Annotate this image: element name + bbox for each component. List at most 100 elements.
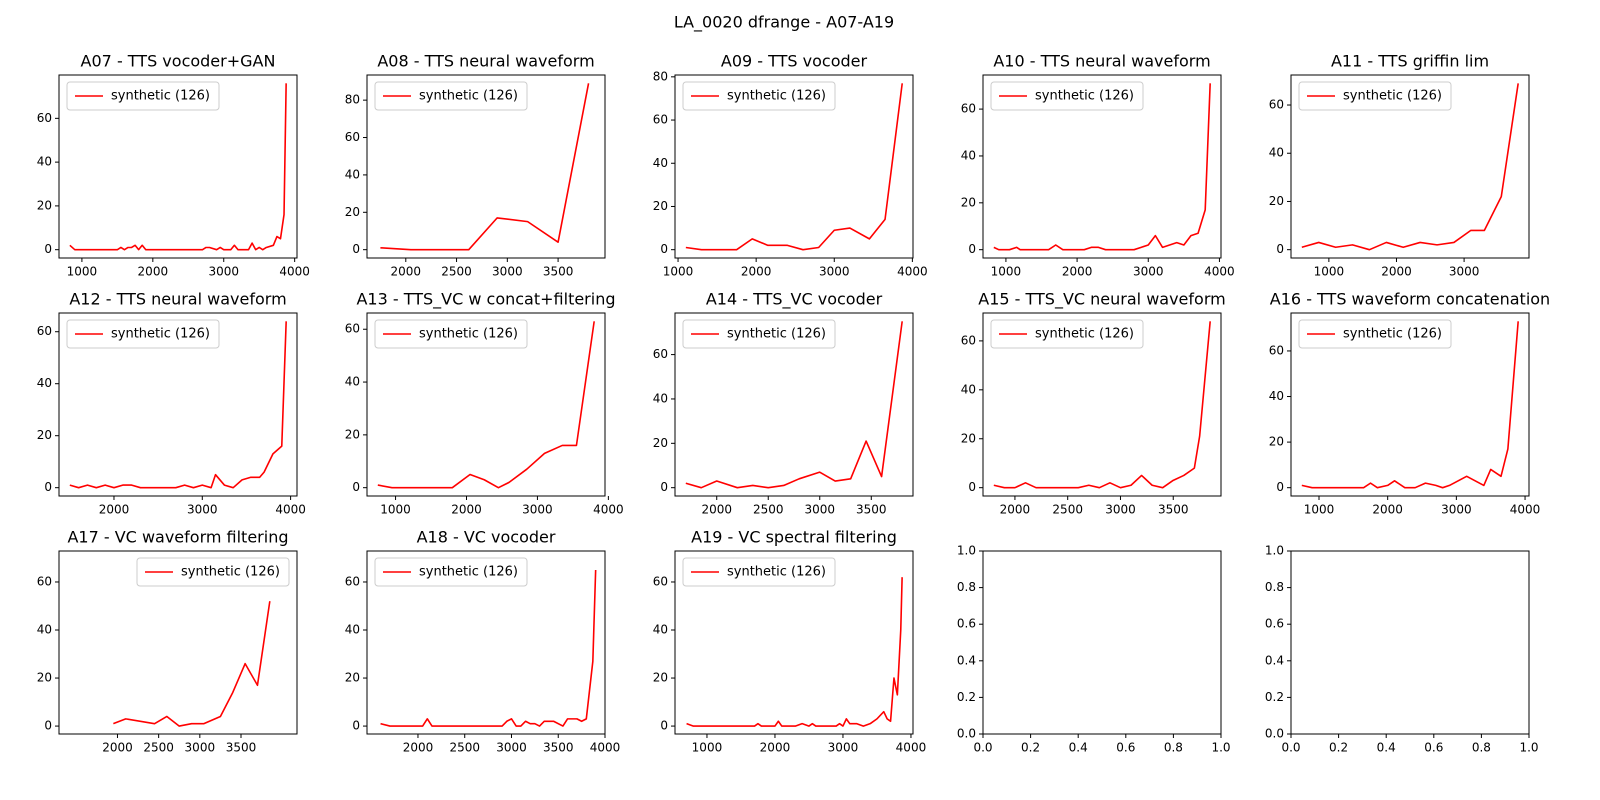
data-line (685, 83, 904, 251)
y-tick-label: 0 (352, 480, 360, 494)
subplot: A17 - VC waveform filtering 2000 2500 3000 3… (37, 528, 298, 755)
y-tick-label: 0 (1276, 480, 1284, 494)
x-tick-label: 3000 (208, 265, 239, 279)
x-tick-label: 1000 (692, 741, 723, 755)
subplot-title: A14 - TTS_VC vocoder (706, 290, 883, 310)
legend-box (682, 319, 836, 349)
y-tick-label: 60 (345, 130, 360, 144)
y-tick-label: 0 (44, 480, 52, 494)
x-tick-label: 4000 (897, 265, 928, 279)
y-tick-label: 20 (345, 671, 360, 685)
x-tick-label: 1000 (991, 265, 1022, 279)
x-tick-label: 3500 (543, 265, 574, 279)
y-tick-label: 0.6 (1265, 617, 1284, 631)
legend-box (66, 81, 220, 111)
legend-box (66, 319, 220, 349)
y-tick-label: 40 (1269, 389, 1284, 403)
x-tick-label: 2000 (701, 503, 732, 517)
x-tick-label: 4000 (279, 265, 310, 279)
x-tick-label: 0.4 (1069, 741, 1088, 755)
y-tick-label: 20 (961, 195, 976, 209)
x-tick-label: 3500 (856, 503, 887, 517)
axes-frame (58, 74, 298, 259)
legend-box (990, 319, 1144, 349)
subplot: A09 - TTS vocoder 1000 2000 3000 4000 0 20 40 60… (653, 52, 928, 279)
legend-label: synthetic (126) (727, 89, 826, 104)
x-tick-label: 2000 (1372, 503, 1403, 517)
y-tick-label: 20 (345, 427, 360, 441)
subplot-title: A15 - TTS_VC neural waveform (978, 290, 1225, 310)
x-tick-label: 1.0 (1211, 741, 1230, 755)
x-tick-label: 3000 (522, 503, 553, 517)
x-tick-label: 3000 (496, 741, 527, 755)
y-tick-label: 0 (44, 242, 52, 256)
axes-frame (58, 550, 298, 735)
y-tick-label: 60 (653, 113, 668, 127)
axes-frame (1290, 74, 1530, 259)
subplot-title: A12 - TTS neural waveform (69, 290, 286, 309)
x-tick-label: 3000 (804, 503, 835, 517)
x-tick-label: 2500 (449, 741, 480, 755)
y-tick-label: 0.8 (957, 580, 976, 594)
x-tick-label: 3000 (819, 265, 850, 279)
y-tick-label: 20 (961, 431, 976, 445)
x-tick-label: 3000 (1441, 503, 1472, 517)
legend-label: synthetic (126) (1035, 89, 1134, 104)
legend-box (374, 557, 528, 587)
legend-label: synthetic (126) (727, 565, 826, 580)
y-tick-label: 0.4 (957, 653, 976, 667)
x-tick-label: 2000 (451, 503, 482, 517)
y-tick-label: 40 (345, 167, 360, 181)
y-tick-label: 40 (653, 391, 668, 405)
y-tick-label: 60 (1269, 343, 1284, 357)
y-tick-label: 20 (37, 671, 52, 685)
legend-label: synthetic (126) (1035, 327, 1134, 342)
y-tick-label: 60 (653, 574, 668, 588)
data-line (377, 321, 595, 489)
x-tick-label: 2000 (760, 741, 791, 755)
x-tick-label: 2000 (391, 265, 422, 279)
x-tick-label: 0.8 (1472, 741, 1491, 755)
x-tick-label: 1000 (1314, 265, 1345, 279)
y-tick-label: 60 (37, 111, 52, 125)
x-tick-label: 4000 (275, 503, 306, 517)
legend-label: synthetic (126) (111, 89, 210, 104)
subplot-title: A10 - TTS neural waveform (993, 52, 1210, 71)
y-tick-label: 40 (37, 376, 52, 390)
legend-box (374, 319, 528, 349)
subplot-title: A08 - TTS neural waveform (377, 52, 594, 71)
legend-box (682, 557, 836, 587)
legend-label: synthetic (126) (1343, 327, 1442, 342)
y-tick-label: 40 (37, 623, 52, 637)
x-tick-label: 1000 (380, 503, 411, 517)
data-line (1301, 83, 1519, 251)
data-line (1301, 321, 1519, 489)
y-tick-label: 0.2 (957, 690, 976, 704)
legend-box (1298, 319, 1452, 349)
y-tick-label: 20 (1269, 435, 1284, 449)
y-tick-label: 80 (653, 69, 668, 83)
y-tick-label: 20 (1269, 194, 1284, 208)
y-tick-label: 0 (968, 480, 976, 494)
y-tick-label: 40 (37, 155, 52, 169)
x-tick-label: 3000 (492, 265, 523, 279)
axes-frame (366, 74, 606, 259)
x-tick-label: 2000 (99, 503, 130, 517)
x-tick-label: 4000 (896, 741, 927, 755)
y-tick-label: 60 (961, 333, 976, 347)
x-tick-label: 3000 (828, 741, 859, 755)
legend-box (1298, 81, 1452, 111)
legend-label: synthetic (126) (111, 327, 210, 342)
data-line (380, 569, 597, 727)
y-tick-label: 60 (345, 322, 360, 336)
x-tick-label: 2000 (102, 741, 133, 755)
legend-label: synthetic (126) (181, 565, 280, 580)
subplot: A15 - TTS_VC neural waveform 2000 2500 3000… (961, 290, 1226, 517)
x-tick-label: 2000 (1062, 265, 1093, 279)
y-tick-label: 0 (660, 719, 668, 733)
y-tick-label: 0 (968, 242, 976, 256)
axes-frame (674, 74, 914, 259)
subplot: A19 - VC spectral filtering 1000 2000 3000 4… (653, 528, 927, 755)
